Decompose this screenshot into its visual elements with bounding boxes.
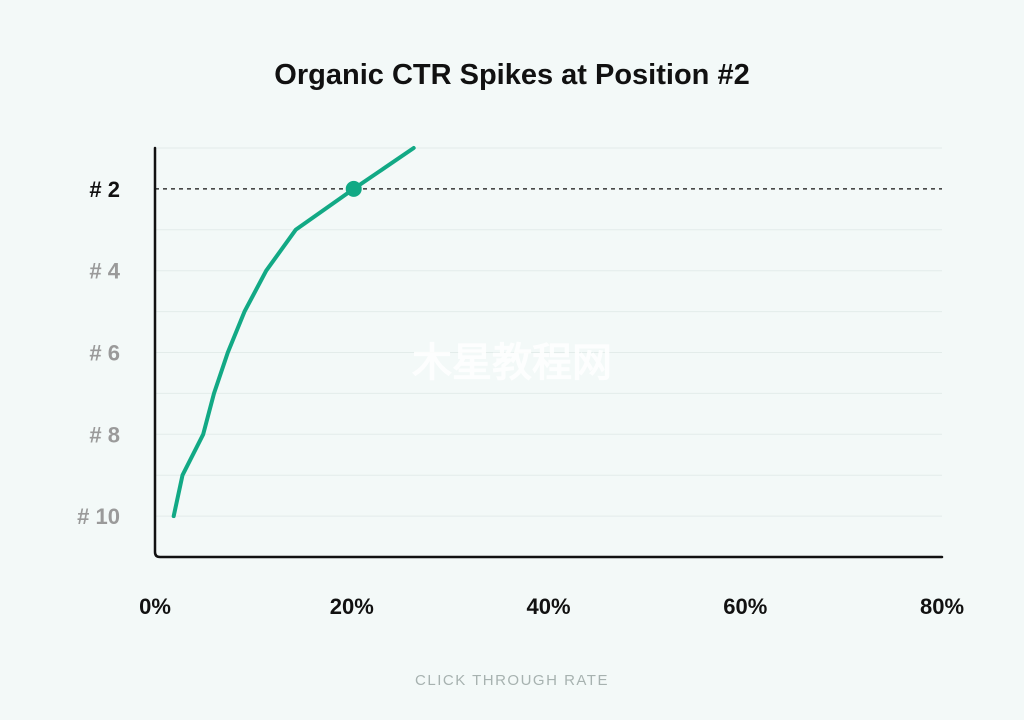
- y-tick-label: # 2: [89, 177, 120, 202]
- x-axis-label: CLICK THROUGH RATE: [415, 672, 609, 689]
- y-tick-label: # 6: [89, 341, 120, 366]
- x-tick-label: 20%: [330, 594, 374, 619]
- x-tick-label: 40%: [526, 594, 570, 619]
- y-tick-label: # 4: [89, 259, 120, 284]
- series-layer: [171, 146, 416, 519]
- grid-lines: [155, 147, 942, 517]
- x-tick-label: 0%: [139, 594, 171, 619]
- ctr-curve-line: [171, 146, 416, 519]
- chart-title: Organic CTR Spikes at Position #2: [274, 59, 749, 91]
- axes: [153, 146, 944, 559]
- y-tick-label: # 10: [77, 504, 120, 529]
- highlight-point-marker: [345, 180, 362, 197]
- y-tick-label: # 8: [89, 422, 120, 447]
- x-tick-label: 60%: [723, 594, 767, 619]
- x-tick-label: 80%: [920, 594, 964, 619]
- axis-lines: [153, 146, 944, 559]
- x-tick-labels: 0% 20% 40% 60% 80%: [139, 594, 964, 619]
- watermark-text: 木星教程网: [412, 341, 612, 385]
- y-tick-labels: # 2 # 4 # 6 # 8 # 10: [77, 177, 121, 529]
